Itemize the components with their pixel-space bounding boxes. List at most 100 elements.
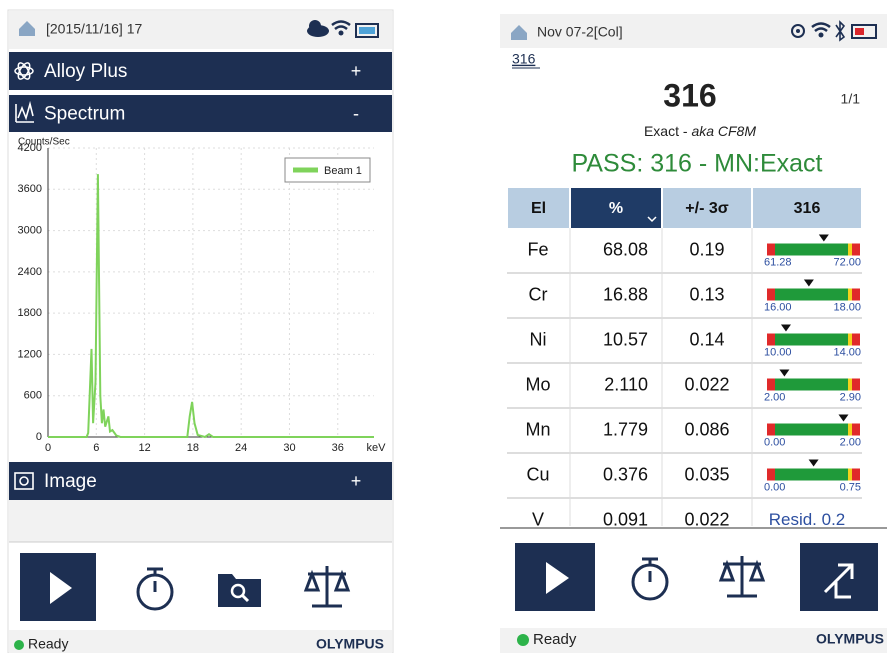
residual-note: Resid. 0.2 <box>769 510 846 529</box>
search-button[interactable] <box>218 574 261 607</box>
y-tick-label: 2400 <box>18 266 42 278</box>
error: 0.022 <box>684 374 729 394</box>
sort-indicator <box>647 216 657 223</box>
panel-toggle: - <box>353 103 359 123</box>
error: 0.19 <box>689 239 724 259</box>
limit-bar-warn <box>848 288 852 301</box>
x-tick-label: 0 <box>45 442 51 454</box>
grade: 316 <box>663 77 716 113</box>
brand: OLYMPUS <box>816 631 884 647</box>
results-table: El% +/- 3σ 316 Fe 68.08 0.19 61.28 72.00 Cr 16.88… <box>507 188 862 529</box>
footer <box>500 628 887 653</box>
y-tick-label: 3600 <box>18 183 42 195</box>
error: 0.035 <box>684 464 729 484</box>
y-axis-label: Counts/Sec <box>18 137 70 148</box>
home-icon[interactable] <box>511 25 527 40</box>
header-label: % <box>609 200 623 217</box>
limit-bar-high <box>852 333 860 346</box>
atom-icon <box>14 62 34 80</box>
compare-button[interactable] <box>718 556 766 598</box>
panel-alloy[interactable] <box>9 52 392 90</box>
limit-bar-high <box>852 288 860 301</box>
element: Cr <box>529 284 548 304</box>
panel-image[interactable] <box>9 462 392 500</box>
percent: 10.57 <box>603 329 648 349</box>
timer-button[interactable] <box>631 557 669 601</box>
ready-label: Ready <box>28 636 68 652</box>
limit-bar-ok <box>775 288 848 301</box>
limit-bar-high <box>852 468 860 481</box>
max-limit: 18.00 <box>833 301 861 313</box>
ready-label: Ready <box>533 631 577 648</box>
element: Mo <box>525 374 550 394</box>
footer <box>9 630 392 653</box>
max-limit: 72.00 <box>833 256 861 268</box>
panel-spectrum[interactable] <box>9 95 392 132</box>
panel-label: Spectrum <box>44 104 125 125</box>
header-cell <box>663 188 751 228</box>
brand: OLYMPUS <box>316 636 384 652</box>
x-tick-label: 24 <box>235 442 247 454</box>
panel-toggle: + <box>351 471 362 491</box>
legend-label: Beam 1 <box>324 165 362 177</box>
max-limit: 14.00 <box>833 346 861 358</box>
limit-bar-low <box>767 243 775 256</box>
limit-bar-low <box>767 333 775 346</box>
max-limit: 2.90 <box>840 391 861 403</box>
y-tick-label: 0 <box>36 431 42 443</box>
limit-bar-low <box>767 378 775 391</box>
x-tick-label: 12 <box>138 442 150 454</box>
element: V <box>532 509 544 529</box>
match-line: Exact - aka CF8M <box>644 123 756 139</box>
panel-label: Alloy Plus <box>44 61 127 82</box>
max-limit: 0.75 <box>840 481 861 493</box>
min-limit: 16.00 <box>764 301 792 313</box>
value-marker <box>803 279 814 287</box>
spectrum-icon <box>15 100 34 123</box>
limit-bar-ok <box>775 378 848 391</box>
header-cell <box>753 188 861 228</box>
element: Mn <box>525 419 550 439</box>
min-limit: 0.00 <box>764 436 785 448</box>
error: 0.13 <box>689 284 724 304</box>
grade-link[interactable]: 316 <box>512 51 536 67</box>
status-icons <box>791 20 877 42</box>
limit-bar-warn <box>848 378 852 391</box>
y-tick-label: 600 <box>24 390 42 402</box>
ready-dot <box>517 634 529 646</box>
compare-button[interactable] <box>303 566 351 608</box>
error: 0.14 <box>689 329 724 349</box>
limit-bar-high <box>852 378 860 391</box>
image-icon <box>14 472 34 490</box>
header-cell <box>508 188 569 228</box>
value-marker <box>838 414 849 422</box>
x-tick-label: 36 <box>332 442 344 454</box>
x-tick-label: 18 <box>187 442 199 454</box>
home-icon[interactable] <box>19 21 35 36</box>
value-marker <box>818 234 829 242</box>
limit-bar-ok <box>775 333 848 346</box>
limit-bar-warn <box>848 423 852 436</box>
x-tick-label: 30 <box>283 442 295 454</box>
min-limit: 61.28 <box>764 256 792 268</box>
y-tick-label: 1200 <box>18 348 42 360</box>
spectrum-line <box>48 174 374 439</box>
limit-bar-ok <box>775 468 848 481</box>
min-limit: 2.00 <box>764 391 785 403</box>
play-icon <box>50 572 72 604</box>
y-tick-label: 3000 <box>18 224 42 236</box>
status-title: [2015/11/16] 17 <box>46 21 142 37</box>
limit-bar-low <box>767 288 775 301</box>
limit-bar-ok <box>775 423 848 436</box>
timer-button[interactable] <box>136 567 174 611</box>
element: Fe <box>527 239 548 259</box>
panel-toggle: + <box>351 61 362 81</box>
export-icon <box>823 563 854 599</box>
error: 0.086 <box>684 419 729 439</box>
header-cell <box>571 188 661 228</box>
x-axis-label: keV <box>367 442 387 454</box>
limit-bar-low <box>767 468 775 481</box>
percent: 1.779 <box>603 419 648 439</box>
header-label: 316 <box>794 200 821 217</box>
match-alias: aka CF8M <box>691 123 756 139</box>
